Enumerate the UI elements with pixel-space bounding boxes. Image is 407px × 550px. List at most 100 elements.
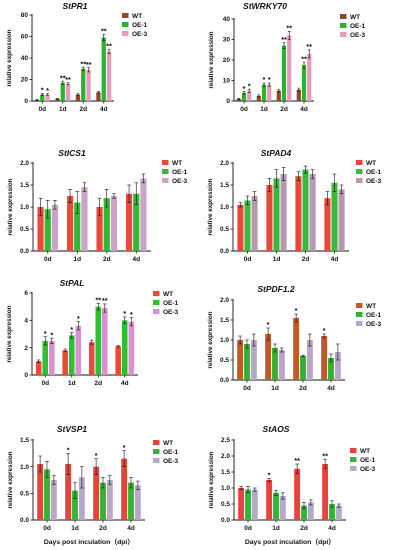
bar-oe-3-2d: [110, 196, 118, 251]
significance-mark: *: [295, 306, 298, 315]
bar-oe-1-2d: [301, 505, 307, 520]
bar-oe-3-1d: [279, 496, 286, 520]
legend-label: WT: [172, 160, 182, 167]
y-tick-label: 80: [21, 12, 29, 19]
y-tick-label: 4: [24, 318, 28, 325]
chart-title: StVSP1: [57, 424, 88, 434]
y-tick-label: 0: [24, 98, 28, 105]
bar-wt-1d: [266, 480, 273, 520]
bar-oe-3-0d: [49, 340, 55, 375]
bar-oe-1-0d: [244, 344, 250, 380]
y-axis-label: relative expression: [207, 178, 214, 235]
chart-panel-4: StPAD4 0.0 0.5 1.0 1.5 2.0 relative expression…: [207, 148, 382, 263]
y-tick-label: 10: [223, 78, 231, 85]
bar-wt-2d: [294, 468, 301, 520]
bar-oe-1-2d: [302, 169, 309, 251]
chart-panel-8: StAOS 0.0 0.5 1.0 1.5 2.0 2.5 relative expressi…: [208, 424, 376, 546]
significance-mark: **: [294, 456, 300, 465]
bar-oe-1-2d: [103, 198, 110, 251]
legend-label: OE-3: [350, 32, 366, 39]
bar-oe-3-0d: [251, 489, 258, 520]
bar-oe-1-4d: [328, 358, 334, 380]
significance-mark: **: [286, 24, 292, 33]
legend-swatch-oe-1: [162, 169, 169, 174]
y-tick-label: 0: [24, 372, 28, 379]
bar-wt-1d: [256, 95, 261, 101]
bar-wt-2d: [295, 176, 302, 251]
bar-wt-4d: [125, 193, 133, 251]
bar-oe-3-2d: [306, 340, 313, 380]
x-tick-label: 2d: [302, 256, 310, 263]
chart-title: StICS1: [58, 148, 86, 158]
y-tick-label: 1.0: [220, 204, 229, 211]
bar-oe-3-0d: [50, 480, 57, 520]
bar-oe-3-0d: [51, 204, 59, 251]
bar-oe-3-4d: [134, 485, 141, 520]
legend-label: WT: [163, 291, 173, 298]
bar-oe-1-4d: [133, 193, 140, 251]
significance-mark: *: [123, 443, 126, 452]
legend-label: OE-3: [163, 309, 179, 316]
bar-oe-1-0d: [40, 94, 45, 101]
bar-oe-3-2d: [309, 174, 316, 251]
legend-label: OE-3: [360, 466, 376, 473]
x-tick-label: 0d: [38, 106, 46, 113]
x-tick-label: 2d: [94, 380, 102, 387]
bar-wt-1d: [65, 464, 72, 520]
y-tick-label: 0.5: [20, 491, 29, 498]
y-tick-label: 0.5: [220, 226, 229, 233]
bar-oe-1-0d: [244, 200, 251, 251]
legend-swatch-oe-1: [153, 449, 160, 454]
significance-mark: **: [60, 73, 66, 82]
chart-title: StWRKY70: [243, 1, 287, 11]
x-axis-label: Days post inculation（dpi）: [245, 538, 335, 546]
bar-oe-1-1d: [261, 84, 267, 101]
y-tick-label: 2.5: [221, 437, 230, 444]
bar-oe-1-2d: [81, 68, 86, 101]
legend-swatch-oe-3: [162, 178, 169, 183]
y-tick-label: 2.0: [20, 160, 29, 167]
significance-mark: **: [281, 35, 287, 44]
chart-title: StPR1: [62, 1, 87, 11]
bar-oe-3-4d: [140, 178, 147, 251]
y-tick-label: 1.5: [220, 182, 229, 189]
y-tick-label: 1.5: [221, 469, 230, 476]
x-tick-label: 4d: [300, 106, 308, 113]
bar-oe-1-2d: [281, 45, 287, 101]
y-tick-label: 1.0: [20, 464, 29, 471]
bar-oe-3-4d: [128, 321, 135, 375]
bar-oe-3-4d: [334, 352, 341, 380]
bar-oe-1-0d: [44, 469, 50, 520]
bar-oe-3-1d: [65, 83, 71, 101]
bar-oe-1-2d: [100, 482, 106, 520]
significance-mark: *: [46, 86, 49, 95]
legend-swatch-oe-1: [153, 300, 160, 305]
significance-mark: *: [50, 330, 53, 339]
legend-swatch-oe-1: [350, 457, 357, 462]
y-axis-label: relative expression: [7, 178, 14, 235]
chart-title: StPDF1.2: [257, 284, 295, 294]
significance-mark: *: [41, 86, 44, 95]
significance-mark: **: [101, 27, 107, 36]
chart-panel-3: StICS1 0.0 0.5 1.0 1.5 2.0 relative expression…: [7, 148, 188, 263]
bar-oe-1-4d: [101, 37, 106, 101]
bar-oe-1-4d: [301, 65, 307, 101]
bar-oe-1-0d: [44, 209, 51, 251]
y-tick-label: 0.0: [20, 517, 29, 524]
significance-mark: **: [301, 54, 307, 63]
bar-oe-1-0d: [245, 489, 251, 520]
bar-wt-4d: [296, 89, 301, 101]
significance-mark: *: [95, 451, 98, 460]
bar-wt-2d: [88, 342, 95, 375]
legend-label: OE-3: [366, 321, 382, 328]
legend-label: OE-3: [132, 31, 148, 38]
legend-swatch-wt: [356, 160, 363, 165]
legend-label: WT: [366, 160, 376, 167]
bar-oe-1-1d: [72, 490, 78, 520]
bar-oe-3-2d: [287, 35, 292, 101]
y-tick-label: 60: [21, 34, 29, 41]
legend-swatch-oe-3: [153, 458, 160, 463]
y-tick-label: 0.0: [220, 377, 229, 384]
x-tick-label: 0d: [244, 525, 252, 532]
bar-oe-1-1d: [272, 348, 278, 380]
